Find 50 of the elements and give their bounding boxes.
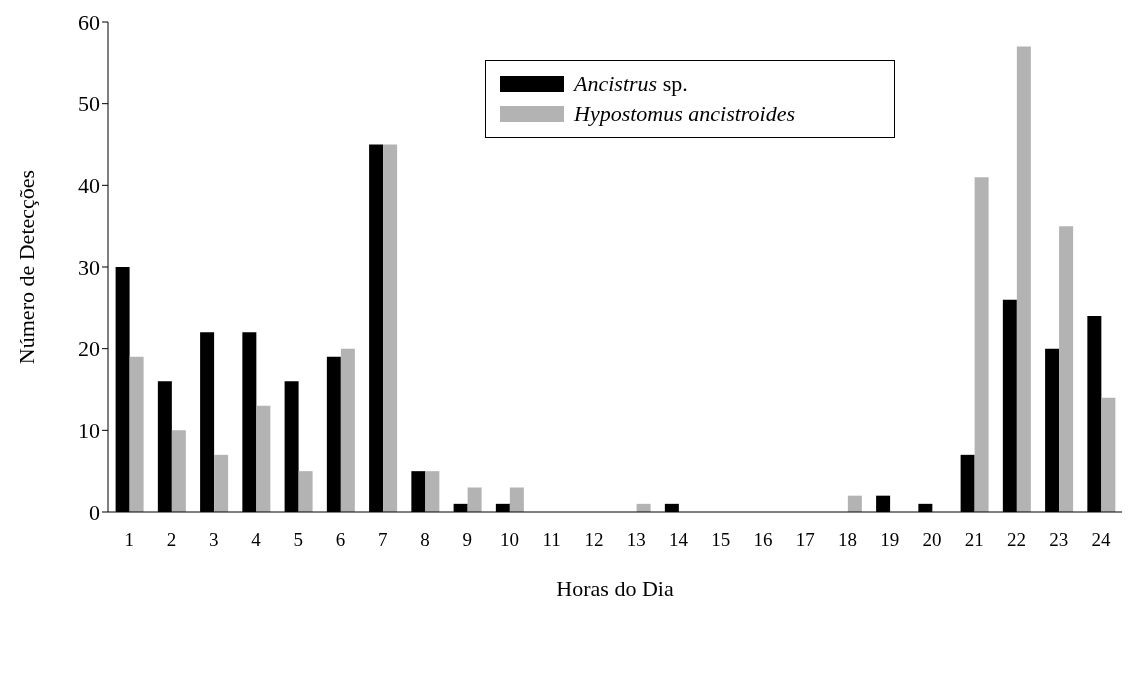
x-tick-label: 4 — [251, 529, 262, 550]
x-tick-label: 3 — [208, 529, 219, 550]
y-tick-label: 10 — [78, 418, 100, 444]
x-tick-label: 24 — [1091, 529, 1111, 550]
x-tick-label: 6 — [335, 529, 346, 550]
bar — [509, 487, 524, 512]
y-axis-title: Número de Detecções — [13, 169, 39, 365]
x-tick-label: 21 — [964, 529, 984, 550]
bar — [1059, 226, 1074, 512]
x-tick-label: 5 — [293, 529, 303, 550]
bar — [214, 454, 229, 512]
x-axis-title: Horas do Dia — [556, 575, 674, 601]
y-tick-label: 0 — [89, 499, 100, 525]
x-tick-label: 9 — [462, 529, 472, 550]
x-tick-label: 11 — [542, 529, 561, 550]
x-tick-label: 23 — [1049, 529, 1069, 550]
x-tick-label: 20 — [922, 529, 942, 550]
x-tick-label: 14 — [668, 529, 689, 550]
x-tick-label: 16 — [753, 529, 773, 550]
bar — [340, 348, 355, 512]
bar — [129, 356, 144, 512]
bar — [1016, 46, 1031, 512]
y-tick-label: 60 — [78, 9, 100, 35]
bar — [467, 487, 482, 512]
x-tick-label: 13 — [626, 529, 646, 550]
bar — [298, 471, 313, 512]
x-tick-label: 19 — [880, 529, 900, 550]
bar — [847, 495, 862, 512]
bar — [256, 405, 271, 512]
x-tick-label: 15 — [711, 529, 731, 550]
legend-label: Ancistrus sp. — [574, 71, 688, 96]
bar — [171, 430, 186, 512]
x-tick-label: 8 — [420, 529, 430, 550]
legend-label: Hypostomus ancistroides — [574, 101, 796, 126]
x-tick-label: 12 — [584, 529, 604, 550]
x-tick-label: 22 — [1006, 529, 1026, 550]
bar — [1101, 397, 1116, 512]
x-tick-label: 10 — [499, 529, 519, 550]
y-tick-label: 20 — [78, 336, 100, 362]
y-tick-label: 50 — [78, 91, 100, 117]
x-tick-label: 18 — [837, 529, 857, 550]
x-tick-label: 2 — [166, 529, 177, 550]
bar — [425, 471, 440, 512]
bar — [974, 177, 989, 512]
y-tick-label: 30 — [78, 254, 100, 280]
x-tick-label: 1 — [124, 529, 134, 550]
bar — [383, 144, 398, 512]
x-tick-label: 7 — [377, 529, 388, 550]
x-tick-label: 17 — [795, 529, 815, 550]
y-tick-label: 40 — [78, 173, 100, 199]
